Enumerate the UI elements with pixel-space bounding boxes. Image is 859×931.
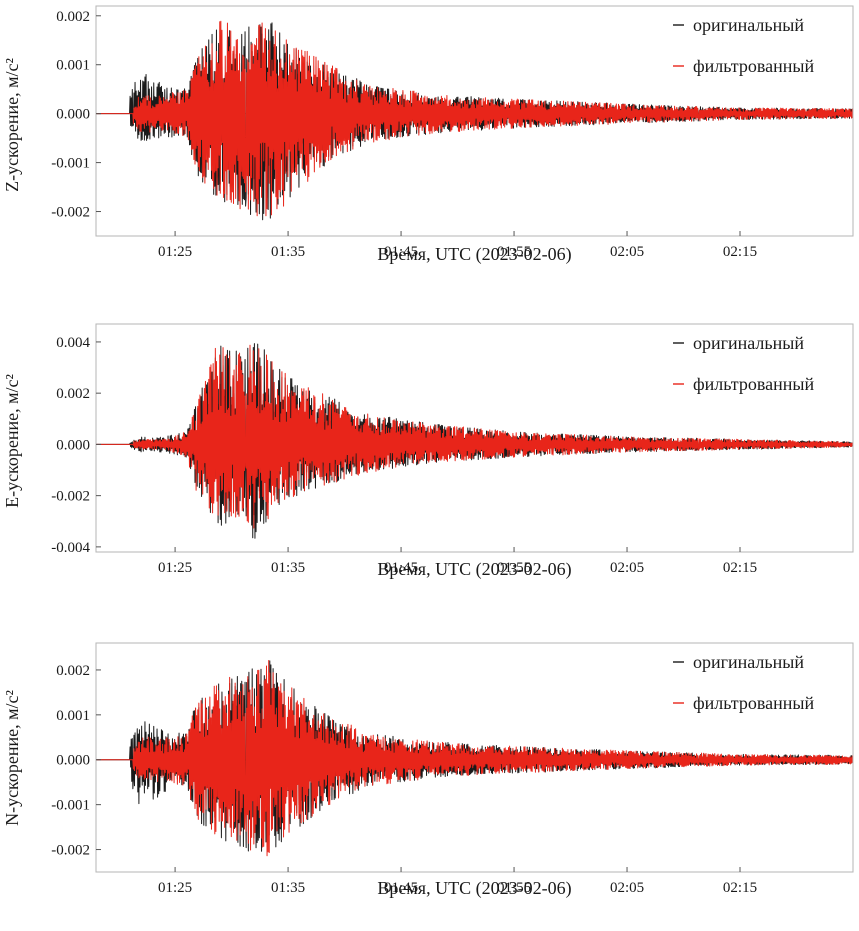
x-tick-label: 01:55 (497, 880, 531, 896)
plot-frame (95, 323, 854, 553)
x-tick-label: 01:35 (271, 560, 305, 576)
series-line-filtered (96, 344, 853, 529)
y-tick-label: 0.000 (56, 753, 90, 769)
y-tick-label: 0.000 (56, 437, 90, 453)
y-axis-label: E-ускорение, м/с² (2, 374, 22, 508)
x-tick-label: 01:45 (384, 560, 418, 576)
y-tick-label: 0.001 (56, 58, 90, 74)
x-tick-label: 02:15 (723, 880, 757, 896)
plot-frame (95, 642, 854, 873)
y-tick-label: 0.001 (56, 708, 90, 724)
chart-panel-1: 0.002 0.001 0.000 -0.001 -0.002 01:25 01:35 01:… (2, 5, 854, 265)
legend-label-original: оригинальный (693, 333, 804, 353)
x-axis-label: Время, UTC (2023-02-06) (377, 878, 571, 899)
y-axis-label: N-ускорение, м/с² (2, 690, 22, 826)
y-tick-label: 0.000 (56, 107, 90, 123)
waveforms (96, 20, 853, 221)
legend-label-original: оригинальный (693, 15, 804, 35)
legend: оригинальный фильтрованный (673, 333, 814, 394)
y-tick-label: -0.002 (51, 205, 90, 221)
chart-panel-3: 0.002 0.001 0.000 -0.001 -0.002 01:25 01:35 01:… (2, 642, 854, 899)
legend: оригинальный фильтрованный (673, 652, 814, 713)
waveforms (96, 343, 853, 539)
x-tick-label: 01:25 (158, 880, 192, 896)
y-tick-label: -0.004 (51, 540, 90, 556)
x-tick-label: 01:35 (271, 244, 305, 260)
waveforms (96, 660, 853, 857)
y-axis-label: Z-ускорение, м/с² (2, 58, 22, 192)
x-axis-label: Время, UTC (2023-02-06) (377, 244, 571, 265)
x-tick-label: 01:35 (271, 880, 305, 896)
x-tick-label: 01:55 (497, 560, 531, 576)
series-line-filtered (96, 660, 853, 857)
x-tick-label: 02:15 (723, 560, 757, 576)
series-line-filtered (96, 20, 853, 217)
legend-label-filtered: фильтрованный (693, 56, 814, 76)
chart-panel-2: 0.004 0.002 0.000 -0.002 -0.004 01:25 01:35 01:… (2, 323, 854, 580)
x-tick-label: 01:45 (384, 880, 418, 896)
x-tick-label: 01:45 (384, 244, 418, 260)
y-tick-label: 0.002 (56, 9, 90, 25)
x-tick-label: 01:55 (497, 244, 531, 260)
legend-label-filtered: фильтрованный (693, 693, 814, 713)
legend: оригинальный фильтрованный (673, 15, 814, 76)
x-tick-label: 01:25 (158, 560, 192, 576)
y-tick-label: 0.002 (56, 386, 90, 402)
x-tick-label: 02:05 (610, 244, 644, 260)
plot-frame (95, 5, 854, 237)
x-tick-label: 02:15 (723, 244, 757, 260)
y-tick-label: -0.001 (51, 156, 90, 172)
y-tick-label: -0.002 (51, 489, 90, 505)
x-axis-label: Время, UTC (2023-02-06) (377, 559, 571, 580)
y-tick-label: -0.001 (51, 798, 90, 814)
x-tick-label: 02:05 (610, 560, 644, 576)
legend-label-original: оригинальный (693, 652, 804, 672)
y-tick-label: 0.004 (56, 335, 90, 351)
legend-label-filtered: фильтрованный (693, 374, 814, 394)
x-tick-label: 02:05 (610, 880, 644, 896)
y-tick-label: 0.002 (56, 663, 90, 679)
y-tick-label: -0.002 (51, 843, 90, 859)
x-tick-label: 01:25 (158, 244, 192, 260)
